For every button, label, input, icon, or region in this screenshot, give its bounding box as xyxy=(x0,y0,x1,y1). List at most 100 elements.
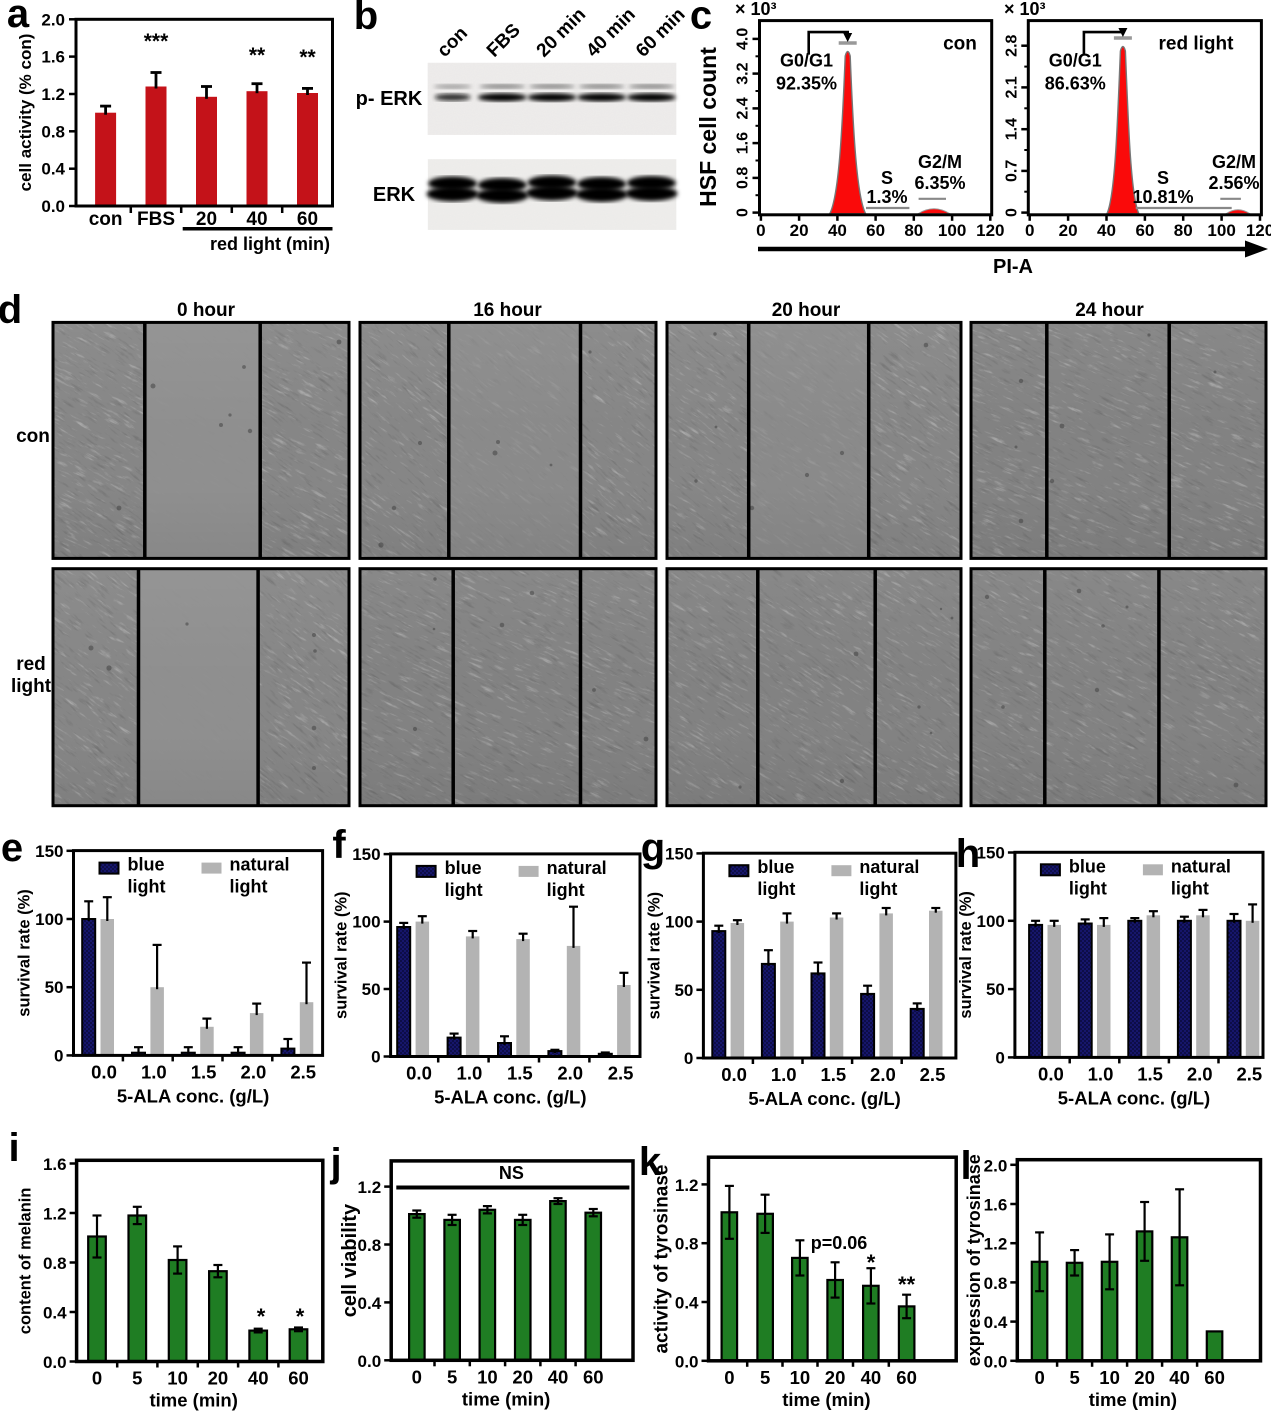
svg-text:light: light xyxy=(1069,878,1107,898)
svg-text:40: 40 xyxy=(248,1368,269,1389)
svg-text:**: ** xyxy=(898,1272,916,1297)
svg-text:0.8: 0.8 xyxy=(41,122,65,141)
svg-text:0 hour: 0 hour xyxy=(177,300,236,321)
svg-text:20: 20 xyxy=(196,209,217,230)
svg-text:10: 10 xyxy=(477,1366,498,1387)
svg-text:1.6: 1.6 xyxy=(41,48,65,67)
svg-text:10.81%: 10.81% xyxy=(1132,187,1193,207)
svg-text:1.5: 1.5 xyxy=(191,1061,217,1082)
svg-text:HSF cell count: HSF cell count xyxy=(695,47,721,207)
svg-text:0: 0 xyxy=(995,1048,1004,1067)
svg-text:p- ERK: p- ERK xyxy=(356,88,423,110)
svg-text:5-ALA conc. (g/L): 5-ALA conc. (g/L) xyxy=(434,1087,586,1108)
svg-text:1.5: 1.5 xyxy=(507,1063,533,1084)
svg-text:0: 0 xyxy=(684,1049,693,1068)
svg-text:10: 10 xyxy=(167,1368,188,1389)
svg-text:10: 10 xyxy=(1099,1367,1120,1388)
svg-text:60: 60 xyxy=(1135,221,1154,240)
svg-text:50: 50 xyxy=(986,980,1005,999)
svg-text:1.0: 1.0 xyxy=(141,1061,167,1082)
svg-text:2.5: 2.5 xyxy=(290,1061,316,1082)
svg-text:20: 20 xyxy=(790,221,809,240)
svg-text:0.0: 0.0 xyxy=(1038,1063,1064,1084)
svg-text:5: 5 xyxy=(132,1368,142,1389)
svg-text:FBS: FBS xyxy=(483,20,525,62)
svg-text:2.1: 2.1 xyxy=(1003,76,1020,98)
svg-text:120: 120 xyxy=(976,221,1004,240)
svg-text:0.4: 0.4 xyxy=(358,1294,382,1313)
svg-text:150: 150 xyxy=(977,844,1005,863)
svg-text:survival rate (%): survival rate (%) xyxy=(957,891,975,1018)
svg-text:l: l xyxy=(960,1144,971,1188)
svg-text:5-ALA conc. (g/L): 5-ALA conc. (g/L) xyxy=(117,1085,269,1106)
svg-text:cell activity (% con): cell activity (% con) xyxy=(16,34,35,192)
svg-text:1.2: 1.2 xyxy=(984,1235,1008,1254)
svg-text:1.6: 1.6 xyxy=(734,132,751,154)
svg-text:light: light xyxy=(1171,878,1209,898)
svg-text:20 hour: 20 hour xyxy=(772,300,841,321)
svg-text:S: S xyxy=(1157,168,1169,188)
svg-text:0.8: 0.8 xyxy=(358,1236,382,1255)
svg-text:con: con xyxy=(16,426,50,447)
svg-text:p=0.06: p=0.06 xyxy=(811,1233,868,1253)
svg-text:40: 40 xyxy=(1097,221,1116,240)
svg-text:5-ALA conc. (g/L): 5-ALA conc. (g/L) xyxy=(748,1088,900,1109)
svg-text:b: b xyxy=(354,0,378,38)
svg-text:con: con xyxy=(943,34,977,55)
svg-text:blue: blue xyxy=(757,857,794,877)
svg-text:2.4: 2.4 xyxy=(735,97,752,119)
svg-text:1.5: 1.5 xyxy=(1137,1063,1163,1084)
svg-text:1.3%: 1.3% xyxy=(866,187,907,207)
svg-text:6.35%: 6.35% xyxy=(914,173,965,193)
svg-text:2.56%: 2.56% xyxy=(1208,173,1259,193)
svg-text:100: 100 xyxy=(665,913,693,932)
svg-text:0: 0 xyxy=(756,221,765,240)
svg-text:con: con xyxy=(433,23,472,62)
svg-text:80: 80 xyxy=(1174,221,1193,240)
svg-text:time (min): time (min) xyxy=(782,1389,870,1410)
svg-text:2.5: 2.5 xyxy=(920,1064,946,1085)
svg-text:60: 60 xyxy=(583,1366,604,1387)
svg-text:5: 5 xyxy=(447,1366,457,1387)
svg-text:time (min): time (min) xyxy=(1089,1389,1177,1410)
svg-text:0.8: 0.8 xyxy=(984,1274,1008,1293)
svg-text:20: 20 xyxy=(208,1368,229,1389)
svg-text:2.8: 2.8 xyxy=(1003,34,1020,56)
svg-text:light: light xyxy=(11,676,52,697)
svg-text:a: a xyxy=(7,0,30,36)
svg-text:blue: blue xyxy=(1069,856,1106,876)
svg-text:red: red xyxy=(16,654,46,675)
svg-text:NS: NS xyxy=(499,1163,524,1183)
svg-text:40: 40 xyxy=(828,221,847,240)
svg-text:G2/M: G2/M xyxy=(918,152,962,172)
svg-text:content of melanin: content of melanin xyxy=(17,1188,35,1335)
svg-text:1.4: 1.4 xyxy=(1003,118,1020,140)
svg-text:g: g xyxy=(641,826,665,870)
svg-text:k: k xyxy=(639,1140,662,1184)
svg-text:120: 120 xyxy=(1246,221,1271,240)
svg-text:**: ** xyxy=(249,44,266,67)
svg-text:4.0: 4.0 xyxy=(735,28,752,50)
svg-text:80: 80 xyxy=(904,221,923,240)
svg-text:blue: blue xyxy=(128,855,165,875)
svg-text:50: 50 xyxy=(45,978,64,997)
svg-text:3.2: 3.2 xyxy=(734,62,751,84)
svg-text:5: 5 xyxy=(760,1367,770,1388)
svg-text:1.6: 1.6 xyxy=(43,1155,67,1174)
svg-text:5: 5 xyxy=(1069,1367,1079,1388)
svg-text:60: 60 xyxy=(896,1367,917,1388)
svg-text:expression of tyrosinase: expression of tyrosinase xyxy=(964,1154,984,1366)
svg-text:1.2: 1.2 xyxy=(358,1178,382,1197)
svg-text:2.0: 2.0 xyxy=(984,1156,1008,1175)
svg-text:FBS: FBS xyxy=(137,209,175,230)
svg-text:**: ** xyxy=(299,46,316,69)
svg-text:activity of tyrosinase: activity of tyrosinase xyxy=(652,1164,673,1353)
svg-text:2.0: 2.0 xyxy=(557,1063,583,1084)
svg-text:0.4: 0.4 xyxy=(984,1313,1008,1332)
svg-text:20: 20 xyxy=(512,1366,533,1387)
svg-text:time (min): time (min) xyxy=(150,1390,238,1411)
svg-text:20: 20 xyxy=(1134,1367,1155,1388)
svg-text:natural: natural xyxy=(547,858,607,878)
svg-text:50: 50 xyxy=(362,980,381,999)
svg-text:0: 0 xyxy=(92,1368,102,1389)
